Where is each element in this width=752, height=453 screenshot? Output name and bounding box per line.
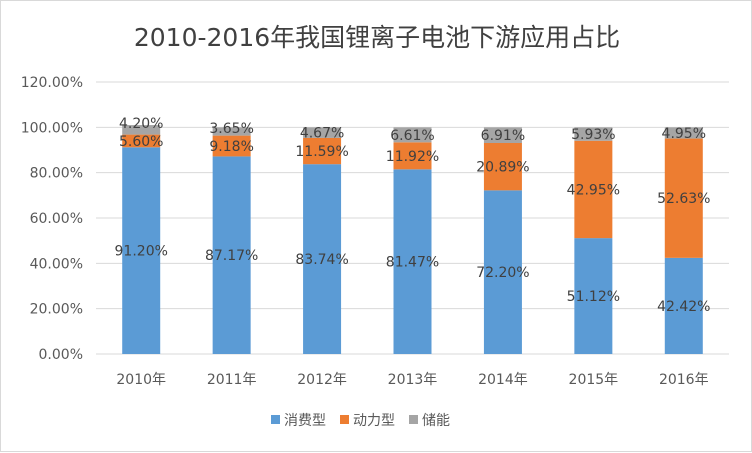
- data-label: 4.67%: [300, 126, 344, 142]
- bar-segment: [212, 127, 251, 136]
- bar-segment: [303, 127, 342, 138]
- bar-segment: [303, 164, 342, 354]
- bar-segment: [664, 138, 703, 258]
- legend-label: 动力型: [353, 413, 395, 429]
- data-label: 52.63%: [657, 191, 710, 207]
- bar-segment: [664, 257, 703, 354]
- legend-swatch: [271, 415, 280, 424]
- data-label: 91.20%: [115, 244, 168, 260]
- data-label: 81.47%: [386, 255, 439, 271]
- data-label: 4.95%: [662, 126, 706, 142]
- data-label: 5.60%: [119, 134, 163, 150]
- legend-swatch: [340, 415, 349, 424]
- x-tick-label: 2014年: [478, 372, 528, 388]
- bar-segment: [483, 127, 522, 143]
- data-label: 72.20%: [476, 265, 529, 281]
- data-label: 42.42%: [657, 299, 710, 315]
- bar-segment: [483, 190, 522, 354]
- bar-segment: [212, 156, 251, 354]
- bar-segment: [574, 238, 613, 354]
- bar-segment: [393, 127, 432, 143]
- bar-segment: [483, 142, 522, 191]
- data-label: 6.61%: [390, 128, 434, 144]
- x-tick-label: 2011年: [207, 372, 257, 388]
- data-label: 83.74%: [295, 252, 348, 268]
- bar-segment: [122, 147, 161, 354]
- legend-label: 储能: [422, 413, 450, 429]
- data-label: 4.20%: [119, 116, 163, 132]
- bar-segment: [303, 137, 342, 165]
- data-label: 11.92%: [386, 149, 439, 165]
- data-label: 20.89%: [476, 160, 529, 176]
- bar-segment: [122, 125, 161, 135]
- y-tick-label: 60.00%: [30, 211, 83, 227]
- legend-item: 动力型: [340, 413, 395, 429]
- x-tick-label: 2016年: [659, 372, 709, 388]
- bar-segment: [122, 134, 161, 148]
- x-tick-label: 2010年: [116, 372, 166, 388]
- bar-segment: [664, 127, 703, 139]
- y-tick-label: 120.00%: [21, 75, 83, 91]
- data-label: 6.91%: [481, 128, 525, 144]
- legend-item: 消费型: [271, 413, 326, 429]
- legend-swatch: [409, 415, 418, 424]
- y-tick-label: 0.00%: [39, 347, 83, 363]
- y-tick-label: 80.00%: [30, 166, 83, 182]
- y-tick-label: 100.00%: [21, 120, 83, 136]
- bar-segment: [393, 169, 432, 354]
- x-tick-label: 2012年: [297, 372, 347, 388]
- bar-segment: [393, 142, 432, 170]
- data-label: 87.17%: [205, 248, 258, 264]
- data-label: 5.93%: [571, 127, 615, 143]
- x-tick-label: 2015年: [569, 372, 619, 388]
- data-label: 3.65%: [209, 121, 253, 137]
- chart-title: 2010-2016年我国锂离子电池下游应用占比: [134, 23, 620, 52]
- y-tick-label: 40.00%: [30, 256, 83, 272]
- data-label: 9.18%: [209, 139, 253, 155]
- x-tick-label: 2013年: [388, 372, 438, 388]
- data-label: 51.12%: [567, 289, 620, 305]
- y-tick-label: 20.00%: [30, 302, 83, 318]
- legend-item: 储能: [409, 413, 450, 429]
- bar-segment: [574, 127, 613, 141]
- bar-segment: [212, 135, 251, 157]
- data-label: 11.59%: [295, 144, 348, 160]
- data-label: 42.95%: [567, 182, 620, 198]
- bar-segment: [574, 140, 613, 239]
- legend-label: 消费型: [284, 413, 326, 429]
